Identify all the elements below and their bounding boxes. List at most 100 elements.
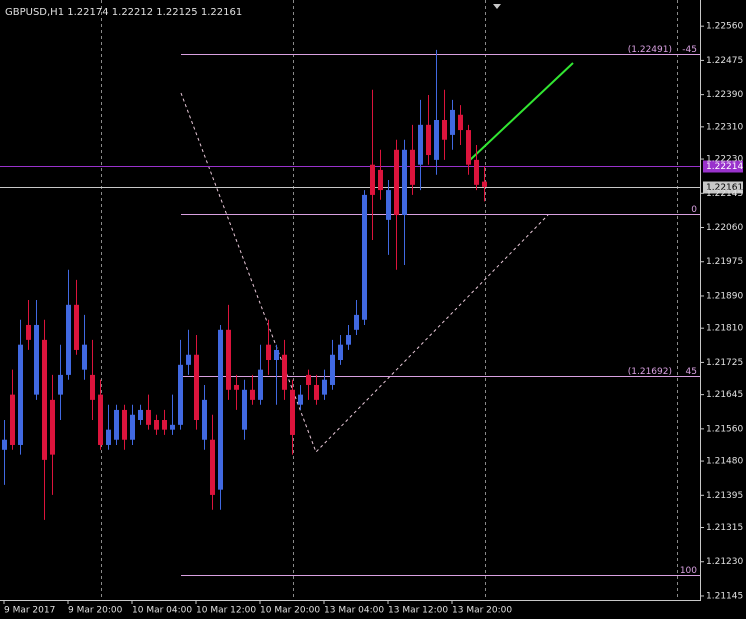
chart-shift-marker — [493, 4, 501, 9]
candle-body — [122, 409, 127, 440]
candle-body — [106, 429, 111, 445]
candle-body — [298, 394, 303, 405]
candle-body — [394, 149, 399, 216]
candle-body — [186, 354, 191, 365]
ask-line-box — [703, 160, 743, 173]
x-tick-label: 10 Mar 04:00 — [132, 606, 192, 616]
candle-body — [434, 120, 439, 160]
x-tick-label: 10 Mar 20:00 — [260, 606, 320, 616]
candle-body — [370, 164, 375, 195]
candle-body — [330, 354, 335, 385]
candle-body — [210, 439, 215, 495]
level-name: 100 — [680, 566, 697, 576]
level-price: (1.21692) — [628, 367, 672, 377]
y-tick-label: 1.21395 — [706, 491, 743, 501]
candle-body — [2, 439, 7, 450]
candle-body — [178, 364, 183, 425]
y-tick-label: 1.21725 — [706, 358, 743, 368]
candle-body — [74, 304, 79, 350]
candle-body — [242, 389, 247, 430]
candle-body — [234, 384, 239, 390]
overlay: 1.22214 1.22161 — [703, 160, 743, 194]
trend-line — [469, 62, 574, 161]
candle-body — [458, 114, 463, 131]
level-price: (1.22491) — [628, 45, 672, 55]
candle-body — [226, 329, 231, 390]
candle-body — [386, 190, 391, 220]
candle-body — [146, 409, 151, 425]
candle-body — [362, 194, 367, 320]
x-tick-label: 13 Mar 20:00 — [452, 606, 512, 616]
candle-body — [282, 354, 287, 390]
bid-line-box — [703, 181, 743, 194]
candle-body — [82, 344, 87, 370]
candle-body — [250, 389, 255, 400]
candle-body — [274, 349, 279, 360]
candle-body — [50, 399, 55, 455]
x-tick-label: 13 Mar 04:00 — [324, 606, 384, 616]
x-tick-label: 9 Mar 2017 — [4, 606, 55, 616]
candle-body — [258, 369, 263, 400]
candle-body — [90, 374, 95, 400]
candle-body — [66, 304, 71, 375]
candle-body — [346, 335, 351, 345]
y-tick-label: 1.22390 — [706, 90, 743, 100]
candle-body — [418, 124, 423, 165]
candle-body — [426, 124, 431, 156]
candle-body — [10, 394, 15, 445]
candle-body — [42, 339, 47, 460]
bid-line-label: 1.22161 — [706, 183, 743, 193]
x-tick-label: 10 Mar 12:00 — [196, 606, 256, 616]
level-name: -45 — [682, 45, 697, 55]
marks — [0, 49, 700, 576]
candle-body — [162, 420, 167, 430]
y-tick-label: 1.21480 — [706, 457, 743, 467]
y-tick-label: 1.22560 — [706, 22, 743, 32]
candle-body — [338, 344, 343, 360]
candle-body — [314, 384, 319, 400]
x-tick-label: 13 Mar 12:00 — [388, 606, 448, 616]
y-tick-label: 1.22060 — [706, 223, 743, 233]
candle-body — [410, 149, 415, 185]
level-name: 0 — [691, 205, 697, 215]
candle-body — [138, 409, 143, 420]
period-separators — [101, 0, 678, 600]
y-tick-label: 1.21810 — [706, 324, 743, 334]
y-tick-label: 1.21230 — [706, 557, 743, 567]
y-tick-label: 1.22230 — [706, 155, 743, 165]
candle-body — [130, 414, 135, 440]
y-tick-label: 1.21890 — [706, 291, 743, 301]
candle-body — [34, 324, 39, 395]
candle-body — [18, 344, 23, 445]
candle-body — [290, 389, 295, 435]
candle-body — [474, 159, 479, 185]
candle-body — [114, 409, 119, 440]
candle-body — [194, 354, 199, 420]
y-tick-label: 1.21645 — [706, 390, 743, 400]
candle-body — [354, 314, 359, 330]
candle-body — [170, 424, 175, 430]
y-tick-label: 1.21145 — [706, 591, 743, 601]
y-tick-label: 1.22475 — [706, 56, 743, 66]
candle-body — [306, 374, 311, 385]
candle-body — [442, 120, 447, 140]
candle-body — [482, 181, 487, 187]
candle-body — [58, 374, 63, 395]
candle-body — [450, 109, 455, 135]
candle-body — [154, 420, 159, 430]
candle-body — [218, 329, 223, 490]
candle-body — [466, 130, 471, 165]
candle-body — [402, 149, 407, 216]
candle-body — [98, 394, 103, 445]
y-tick-label: 1.21315 — [706, 523, 743, 533]
candle-body — [26, 324, 31, 340]
x-tick-label: 9 Mar 20:00 — [68, 606, 123, 616]
y-tick-label: 1.21975 — [706, 257, 743, 267]
candle-body — [266, 344, 271, 360]
candle-body — [322, 379, 327, 395]
fibo-trend-line — [180, 92, 549, 453]
y-tick-label: 1.22310 — [706, 122, 743, 132]
candle-body — [378, 169, 383, 191]
level-name: 45 — [686, 367, 697, 377]
